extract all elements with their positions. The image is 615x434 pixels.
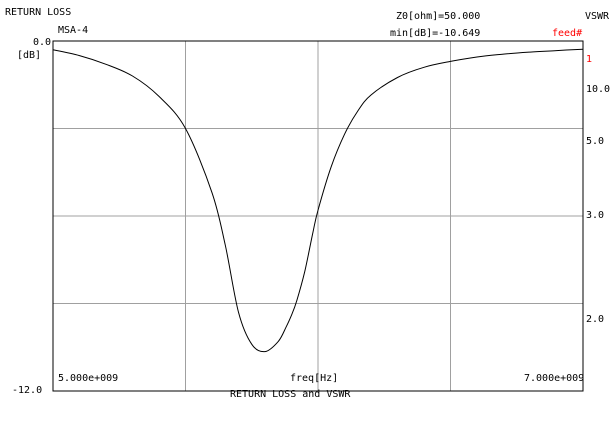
vswr-tick-10: 10.0 <box>586 84 611 95</box>
vswr-tick-5: 5.0 <box>586 136 605 147</box>
y-tick-top: 0.0 <box>33 37 52 48</box>
feed-label: feed# <box>552 28 583 39</box>
plot-frame <box>52 40 584 392</box>
model-name: MSA-4 <box>58 25 89 36</box>
chart-title: RETURN LOSS and VSWR <box>230 389 351 400</box>
series-line <box>52 48 584 353</box>
z0-readout: Z0[ohm]=50.000 <box>396 11 481 22</box>
x-axis-label: freq[Hz] <box>290 373 339 384</box>
min-db-readout: min[dB]=-10.649 <box>390 28 481 39</box>
y-axis-label: [dB] <box>17 50 42 61</box>
vswr-tick-2: 2.0 <box>586 314 605 325</box>
feed-number: 1 <box>586 54 593 65</box>
vswr-tick-3: 3.0 <box>586 210 605 221</box>
x-tick-right: 7.000e+009 <box>524 373 585 384</box>
x-tick-left: 5.000e+009 <box>58 373 119 384</box>
chart-name: RETURN LOSS <box>5 7 72 18</box>
y-tick-bottom: -12.0 <box>12 385 43 396</box>
grid <box>53 41 583 391</box>
vswr-label: VSWR <box>585 11 610 22</box>
